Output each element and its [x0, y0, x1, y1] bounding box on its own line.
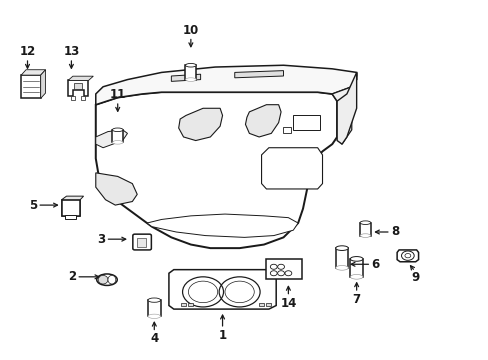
Polygon shape	[96, 65, 356, 105]
Text: 3: 3	[97, 233, 105, 246]
FancyBboxPatch shape	[266, 259, 301, 279]
FancyBboxPatch shape	[61, 200, 80, 216]
Ellipse shape	[359, 221, 370, 225]
Text: 2: 2	[68, 270, 76, 283]
Text: 11: 11	[109, 88, 125, 101]
Text: 5: 5	[29, 199, 37, 212]
Text: 9: 9	[410, 271, 418, 284]
Text: 10: 10	[183, 23, 199, 37]
FancyBboxPatch shape	[188, 303, 193, 306]
FancyBboxPatch shape	[349, 259, 362, 277]
Ellipse shape	[335, 246, 347, 251]
Text: 6: 6	[370, 258, 379, 271]
Polygon shape	[96, 92, 336, 248]
Polygon shape	[261, 148, 322, 189]
FancyBboxPatch shape	[293, 116, 320, 130]
FancyBboxPatch shape	[181, 303, 185, 306]
Polygon shape	[245, 105, 281, 137]
FancyBboxPatch shape	[148, 300, 160, 316]
FancyBboxPatch shape	[21, 75, 41, 98]
FancyBboxPatch shape	[81, 96, 84, 100]
FancyBboxPatch shape	[137, 238, 146, 247]
Ellipse shape	[108, 275, 116, 284]
Ellipse shape	[349, 257, 362, 261]
Ellipse shape	[148, 314, 160, 319]
Text: 14: 14	[280, 297, 296, 310]
FancyBboxPatch shape	[266, 303, 271, 306]
Polygon shape	[178, 108, 222, 140]
Polygon shape	[21, 70, 45, 75]
Polygon shape	[68, 81, 88, 96]
Ellipse shape	[112, 140, 123, 144]
FancyBboxPatch shape	[133, 234, 151, 250]
Text: 1: 1	[218, 329, 226, 342]
FancyBboxPatch shape	[65, 215, 76, 220]
Polygon shape	[331, 72, 356, 144]
Text: 4: 4	[150, 332, 158, 345]
Polygon shape	[96, 130, 127, 148]
Polygon shape	[396, 250, 418, 262]
FancyBboxPatch shape	[74, 83, 82, 89]
Text: 12: 12	[20, 45, 36, 58]
FancyBboxPatch shape	[71, 96, 75, 100]
Ellipse shape	[185, 78, 196, 81]
Polygon shape	[147, 214, 298, 237]
Ellipse shape	[349, 274, 362, 279]
Text: 7: 7	[352, 293, 360, 306]
FancyBboxPatch shape	[112, 130, 123, 142]
Ellipse shape	[335, 266, 347, 270]
FancyBboxPatch shape	[282, 127, 291, 134]
Ellipse shape	[97, 274, 117, 285]
Polygon shape	[168, 270, 276, 309]
FancyBboxPatch shape	[335, 248, 347, 268]
FancyBboxPatch shape	[259, 303, 264, 306]
FancyBboxPatch shape	[185, 65, 196, 80]
Ellipse shape	[359, 234, 370, 237]
Polygon shape	[41, 70, 45, 98]
Ellipse shape	[112, 128, 123, 132]
Polygon shape	[61, 200, 80, 216]
Polygon shape	[68, 76, 93, 81]
Polygon shape	[96, 173, 137, 205]
Ellipse shape	[98, 275, 108, 284]
FancyBboxPatch shape	[359, 223, 370, 235]
Ellipse shape	[185, 63, 196, 67]
Polygon shape	[171, 74, 200, 81]
Ellipse shape	[148, 298, 160, 302]
Polygon shape	[234, 71, 283, 78]
Text: 13: 13	[63, 45, 80, 58]
Text: 8: 8	[390, 225, 398, 238]
Polygon shape	[336, 72, 356, 144]
Polygon shape	[61, 196, 83, 200]
